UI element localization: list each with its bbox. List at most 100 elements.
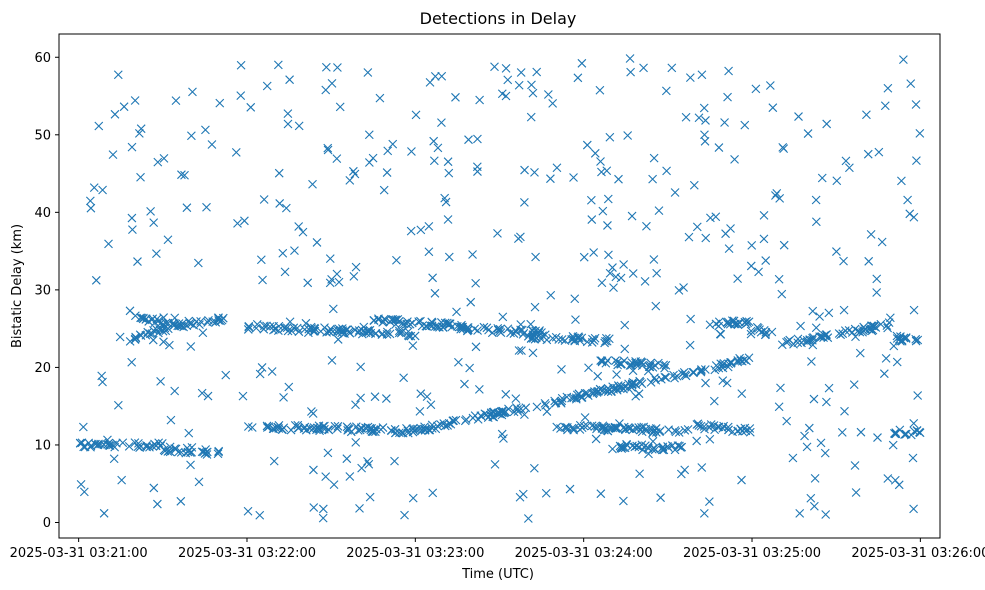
scatter-point bbox=[497, 408, 507, 418]
scatter-point bbox=[154, 316, 163, 326]
scatter-point bbox=[661, 373, 671, 382]
scatter-point bbox=[685, 340, 695, 350]
scatter-point bbox=[244, 321, 254, 331]
scatter-point bbox=[86, 203, 96, 213]
scatter-point bbox=[640, 441, 650, 451]
chart-title: Detections in Delay bbox=[420, 9, 577, 28]
scatter-point bbox=[207, 140, 217, 149]
scatter-point bbox=[394, 328, 404, 338]
scatter-point bbox=[255, 510, 265, 520]
scatter-point bbox=[159, 313, 169, 322]
scatter-point bbox=[648, 436, 658, 446]
scatter-point bbox=[141, 330, 151, 340]
scatter-point bbox=[90, 439, 100, 449]
scatter-point bbox=[593, 371, 603, 381]
scatter-point bbox=[601, 333, 611, 343]
scatter-point bbox=[747, 240, 757, 250]
scatter-point bbox=[824, 383, 834, 393]
scatter-point bbox=[444, 168, 454, 178]
scatter-point bbox=[333, 421, 343, 431]
scatter-point bbox=[625, 424, 635, 434]
scatter-point bbox=[841, 156, 851, 166]
scatter-point bbox=[403, 426, 413, 436]
scatter-point bbox=[802, 335, 812, 345]
scatter-point bbox=[634, 389, 644, 399]
scatter-point bbox=[903, 195, 912, 205]
scatter-point bbox=[655, 426, 665, 436]
scatter-point bbox=[238, 391, 248, 401]
scatter-point bbox=[761, 256, 771, 265]
scatter-point bbox=[897, 335, 907, 345]
scatter-point bbox=[501, 91, 511, 101]
scatter-point bbox=[318, 504, 328, 514]
scatter-point bbox=[113, 70, 123, 80]
scatter-point bbox=[663, 442, 672, 451]
scatter-point bbox=[821, 510, 831, 519]
scatter-point bbox=[94, 121, 104, 131]
scatter-point bbox=[236, 91, 246, 101]
scatter-point bbox=[259, 324, 269, 334]
scatter-point bbox=[133, 442, 143, 452]
scatter-point bbox=[647, 425, 657, 435]
scatter-point bbox=[321, 62, 331, 72]
scatter-point bbox=[215, 98, 225, 108]
scatter-point bbox=[344, 327, 354, 337]
scatter-point bbox=[543, 90, 553, 99]
scatter-point bbox=[727, 358, 736, 367]
scatter-point bbox=[892, 334, 902, 343]
scatter-point bbox=[509, 407, 519, 417]
scatter-point bbox=[77, 438, 87, 448]
scatter-point bbox=[171, 444, 181, 454]
scatter-point bbox=[309, 465, 318, 475]
y-tick-label: 30 bbox=[34, 283, 51, 298]
scatter-point bbox=[529, 463, 539, 473]
scatter-point bbox=[551, 332, 561, 342]
scatter-point bbox=[511, 394, 521, 403]
scatter-point bbox=[571, 315, 580, 325]
scatter-point bbox=[779, 240, 789, 250]
scatter-point bbox=[699, 103, 709, 113]
scatter-point bbox=[821, 397, 831, 407]
scatter-point bbox=[436, 420, 445, 429]
scatter-point bbox=[130, 96, 140, 105]
scatter-point bbox=[584, 363, 593, 373]
scatter-point bbox=[873, 433, 882, 442]
scatter-point bbox=[637, 379, 647, 389]
scatter-point bbox=[151, 441, 161, 451]
scatter-point bbox=[128, 225, 137, 234]
scatter-point bbox=[883, 474, 893, 483]
scatter-point bbox=[385, 329, 395, 339]
scatter-point bbox=[325, 278, 335, 288]
scatter-point bbox=[201, 125, 210, 135]
scatter-point bbox=[390, 456, 399, 466]
scatter-point bbox=[169, 318, 178, 328]
scatter-point bbox=[832, 176, 842, 186]
scatter-point bbox=[236, 60, 246, 70]
scatter-point bbox=[777, 289, 787, 299]
scatter-point bbox=[658, 445, 667, 455]
scatter-point bbox=[724, 359, 734, 369]
scatter-point bbox=[557, 364, 566, 374]
scatter-point bbox=[407, 318, 417, 328]
scatter-point bbox=[294, 121, 304, 131]
scatter-point bbox=[503, 324, 513, 334]
scatter-point bbox=[490, 62, 499, 72]
scatter-point bbox=[689, 180, 699, 190]
scatter-point bbox=[443, 421, 453, 430]
scatter-point bbox=[573, 73, 583, 83]
scatter-point bbox=[501, 389, 511, 399]
scatter-point bbox=[542, 407, 552, 416]
scatter-point bbox=[199, 447, 208, 457]
scatter-point bbox=[246, 102, 256, 112]
scatter-point bbox=[636, 357, 646, 367]
scatter-point bbox=[471, 342, 481, 352]
scatter-point bbox=[804, 423, 814, 433]
scatter-point bbox=[530, 167, 539, 177]
scatter-point bbox=[379, 317, 388, 327]
scatter-point bbox=[119, 102, 129, 112]
scatter-point bbox=[109, 454, 119, 464]
scatter-point bbox=[348, 166, 358, 176]
scatter-point bbox=[599, 422, 609, 432]
scatter-point bbox=[728, 427, 737, 437]
scatter-point bbox=[561, 422, 570, 432]
